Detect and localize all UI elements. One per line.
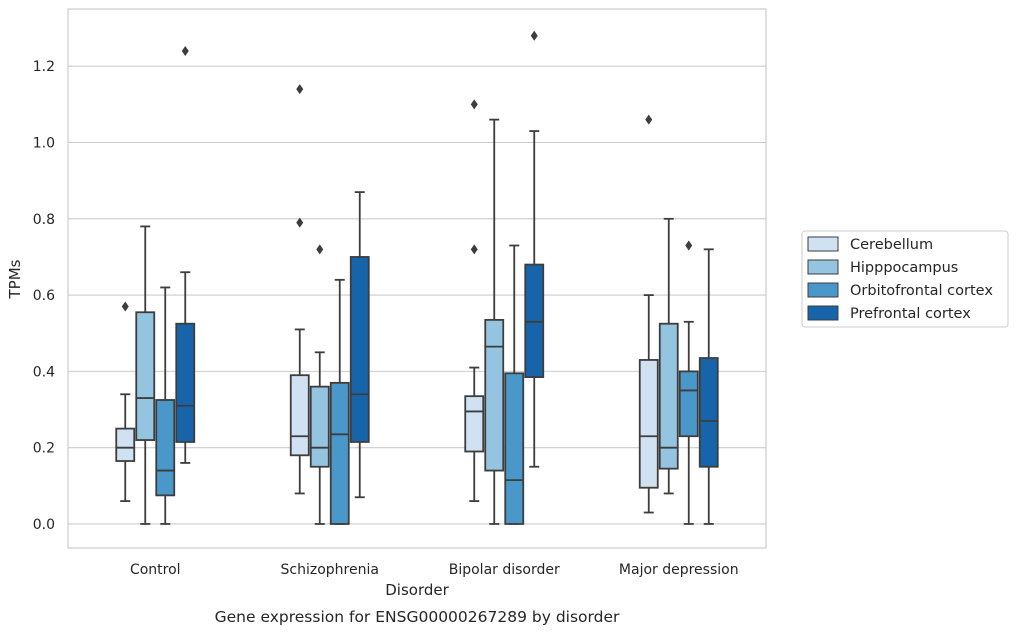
box xyxy=(349,191,370,499)
y-tick-label: 0.2 xyxy=(33,441,55,457)
chart-caption: Gene expression for ENSG00000267289 by d… xyxy=(215,608,620,626)
box-body xyxy=(658,322,679,470)
y-tick-label: 0.4 xyxy=(33,364,55,380)
y-axis-ticks: 0.0 0.2 0.4 0.6 0.8 1.0 1.2 xyxy=(33,59,55,533)
box xyxy=(638,114,659,514)
box-body xyxy=(155,399,176,497)
legend-swatch xyxy=(807,259,839,275)
x-axis-label: Disorder xyxy=(385,581,449,599)
legend-label: Cerebellum xyxy=(850,237,933,253)
box xyxy=(135,225,156,525)
legend-swatch xyxy=(807,236,839,252)
box-body xyxy=(464,395,485,453)
x-tick-label: Schizophrenia xyxy=(281,562,379,578)
x-axis-ticks: Control Schizophrenia Bipolar disorder Majo… xyxy=(130,562,739,578)
outlier-marker xyxy=(296,84,304,95)
series-prefrontal-cortex xyxy=(175,30,719,525)
box-body xyxy=(175,322,196,443)
box xyxy=(504,244,525,525)
box-body xyxy=(524,263,545,379)
legend-items: Cerebellum Hipppocampus Orbitofrontal cort… xyxy=(807,236,993,322)
series-hipppocampus xyxy=(135,118,679,525)
y-axis-label: TPMs xyxy=(6,259,24,299)
outlier-marker xyxy=(181,45,189,56)
box xyxy=(464,99,485,502)
box-body xyxy=(115,427,136,462)
x-tick-label: Control xyxy=(130,562,181,578)
series-orbitofrontal-cortex xyxy=(155,240,699,525)
legend-swatch xyxy=(807,305,839,321)
x-tick-label: Bipolar disorder xyxy=(449,562,560,578)
box xyxy=(524,30,545,468)
box-series xyxy=(115,30,719,525)
y-tick-label: 1.2 xyxy=(33,59,55,75)
x-tick-label: Major depression xyxy=(619,562,739,578)
y-tick-label: 0.8 xyxy=(33,212,55,228)
legend-label: Hipppocampus xyxy=(850,260,958,276)
y-tick-label: 1.0 xyxy=(33,136,55,152)
outlier-marker xyxy=(530,30,538,41)
legend-swatch xyxy=(807,282,839,298)
box xyxy=(175,45,196,464)
y-tick-label: 0.6 xyxy=(33,288,55,304)
box xyxy=(289,84,310,495)
outlier-marker xyxy=(470,244,478,255)
outlier-marker xyxy=(470,99,478,110)
box-body xyxy=(484,318,505,472)
legend-label: Prefrontal cortex xyxy=(850,306,971,322)
outlier-marker xyxy=(296,217,304,228)
box-body xyxy=(309,385,330,468)
box xyxy=(309,244,330,525)
legend: Cerebellum Hipppocampus Orbitofrontal cort… xyxy=(801,230,1009,328)
box-body xyxy=(678,370,699,438)
box-body xyxy=(504,372,525,525)
y-tick-label: 0.0 xyxy=(33,517,55,533)
plot-area-frame xyxy=(67,8,767,549)
box-body xyxy=(135,311,156,441)
outlier-marker xyxy=(685,240,693,251)
box xyxy=(658,217,679,495)
outlier-marker xyxy=(645,114,653,125)
outlier-marker xyxy=(121,301,129,312)
box-body xyxy=(698,357,719,468)
box xyxy=(698,248,719,525)
box-body xyxy=(289,374,310,457)
legend-frame xyxy=(801,230,1009,328)
series-cerebellum xyxy=(115,84,659,514)
box-body xyxy=(329,381,350,525)
box xyxy=(678,240,699,525)
box xyxy=(329,278,350,525)
legend-label: Orbitofrontal cortex xyxy=(850,283,993,299)
box-body xyxy=(349,256,370,443)
box xyxy=(484,118,505,525)
box xyxy=(155,286,176,525)
outlier-marker xyxy=(316,244,324,255)
box-body xyxy=(638,359,659,489)
box xyxy=(115,301,136,502)
